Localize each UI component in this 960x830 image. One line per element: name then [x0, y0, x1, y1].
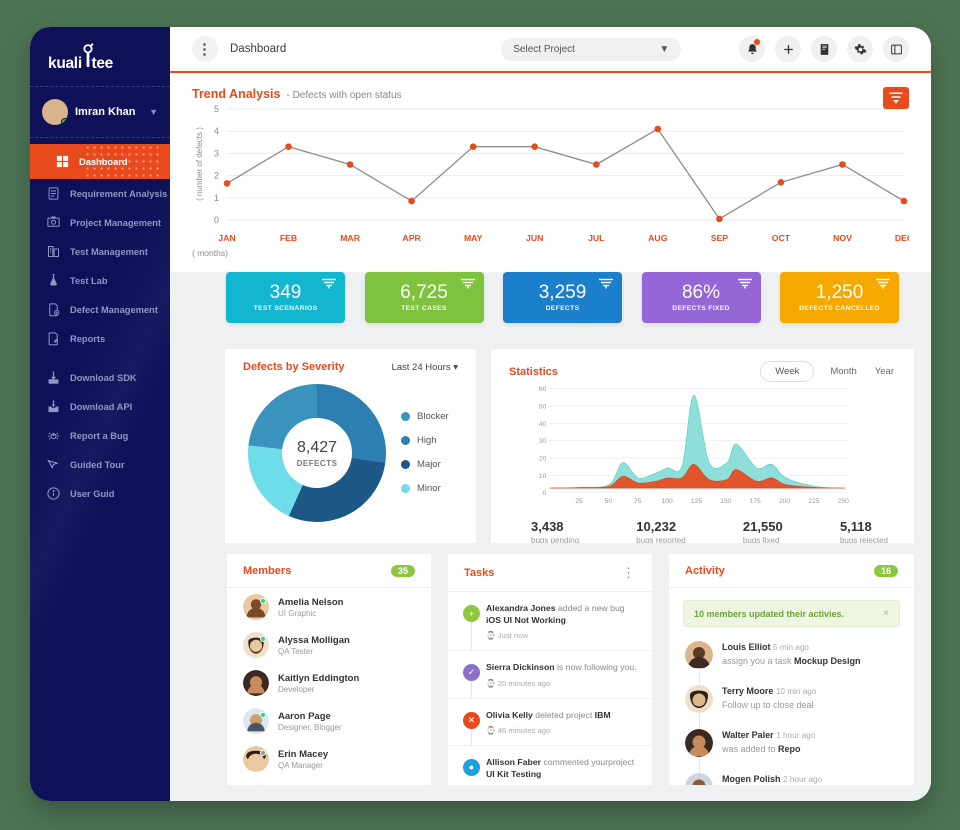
svg-text:OCT: OCT	[772, 233, 791, 243]
svg-text:175: 175	[750, 498, 761, 505]
svg-text:20: 20	[539, 456, 547, 463]
svg-text:JUL: JUL	[588, 233, 605, 243]
svg-text:5: 5	[214, 104, 219, 114]
svg-text:tee: tee	[92, 55, 114, 72]
svg-text:( number of defects ): ( number of defects )	[195, 127, 204, 201]
svg-text:4: 4	[214, 126, 219, 136]
svg-text:100: 100	[662, 498, 673, 505]
svg-text:40: 40	[539, 421, 547, 428]
svg-text:3: 3	[214, 148, 219, 158]
svg-text:250: 250	[838, 498, 849, 505]
svg-text:125: 125	[691, 498, 702, 505]
svg-text:FEB: FEB	[280, 233, 297, 243]
svg-text:30: 30	[539, 438, 547, 445]
svg-text:225: 225	[808, 498, 819, 505]
svg-text:NOV: NOV	[833, 233, 852, 243]
svg-text:1: 1	[214, 193, 219, 203]
svg-text:10: 10	[539, 473, 547, 480]
svg-text:50: 50	[539, 404, 547, 411]
svg-text:DEC: DEC	[895, 233, 909, 243]
svg-text:2: 2	[214, 171, 219, 181]
svg-text:APR: APR	[402, 233, 421, 243]
svg-text:( months): ( months)	[192, 248, 228, 258]
svg-text:0: 0	[214, 215, 219, 225]
svg-text:150: 150	[720, 498, 731, 505]
svg-text:MAR: MAR	[340, 233, 361, 243]
svg-text:JAN: JAN	[218, 233, 235, 243]
svg-text:75: 75	[634, 498, 642, 505]
svg-text:AUG: AUG	[648, 233, 668, 243]
svg-text:60: 60	[539, 386, 547, 393]
svg-text:0: 0	[543, 490, 547, 497]
svg-text:JUN: JUN	[526, 233, 543, 243]
svg-text:SEP: SEP	[711, 233, 729, 243]
svg-text:25: 25	[575, 498, 583, 505]
svg-text:MAY: MAY	[464, 233, 483, 243]
svg-text:kuali: kuali	[48, 55, 82, 72]
svg-text:200: 200	[779, 498, 790, 505]
svg-text:50: 50	[605, 498, 613, 505]
